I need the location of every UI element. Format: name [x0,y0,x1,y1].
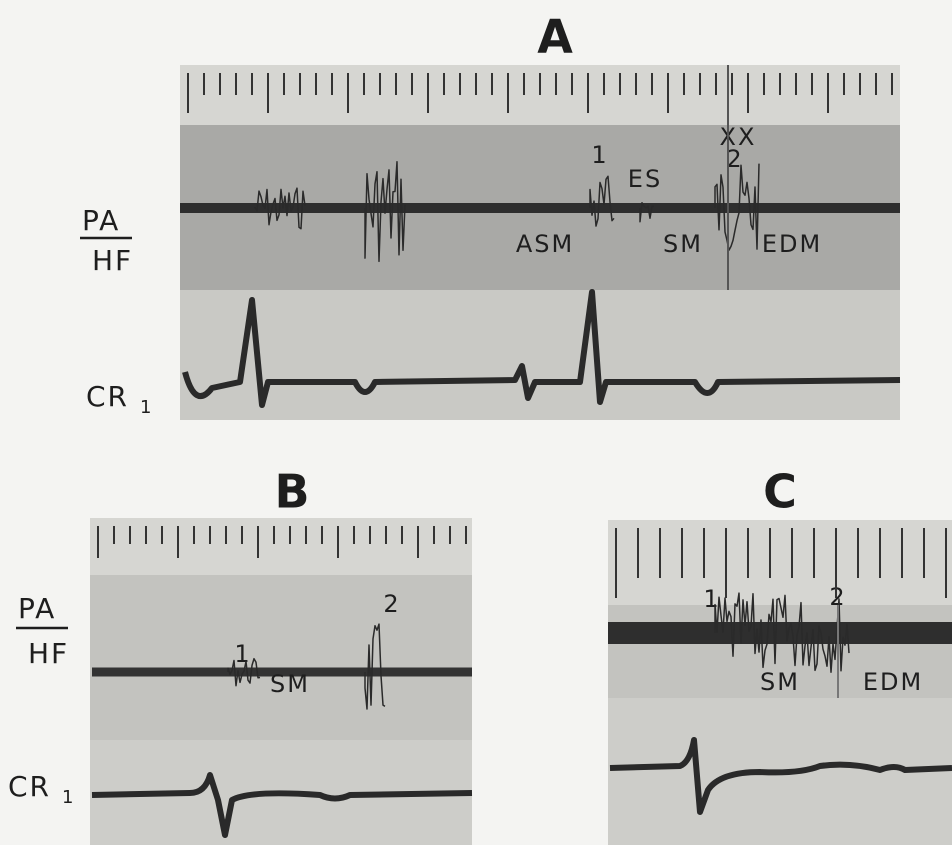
lead-label: CR [8,770,51,803]
ruler-strip [608,520,952,605]
annotation: SM [663,230,703,258]
panel-a: A PA HF CR 1 XX 1 ES 2 ASM SM EDM [80,10,901,420]
sound-burst [364,161,406,263]
lead-label: CR [86,380,129,413]
annotation: ASM [516,230,574,258]
lead-subscript: 1 [62,787,73,808]
sound-burst [364,623,386,710]
side-label: PA [82,204,120,237]
panel-b: B PA HF CR 1 1 2 SM [8,465,473,845]
annotation: SM [760,668,800,696]
annotation: SM [270,670,310,698]
sound-burst [639,201,655,223]
side-label: HF [28,637,69,670]
panel-label: B [274,465,309,519]
sound-burst [589,175,615,227]
annotation: XX [720,123,757,151]
ecg-trace [182,289,901,408]
hf-strip [90,575,472,740]
side-label: HF [92,244,133,277]
ecg-trace [91,772,473,838]
annotation: 1 [234,640,251,668]
annotation: EDM [762,230,822,258]
ecg-strip [180,290,900,420]
side-label: PA [18,592,56,625]
ruler-strip [90,518,472,575]
sound-burst [714,592,850,673]
sound-burst [714,163,760,251]
panel-c: C 1 2 SM EDM [608,465,952,845]
panel-label: C [763,465,797,519]
annotation: ES [628,165,662,193]
lead-subscript: 1 [140,397,151,418]
sound-burst [254,187,306,230]
ecg-trace [609,737,952,815]
panel-label: A [537,10,573,64]
annotation: 1 [591,141,608,169]
annotation: 2 [726,145,743,173]
sound-burst [227,657,261,687]
annotation: EDM [863,668,923,696]
hf-strip [608,605,952,698]
annotation: 2 [383,590,400,618]
